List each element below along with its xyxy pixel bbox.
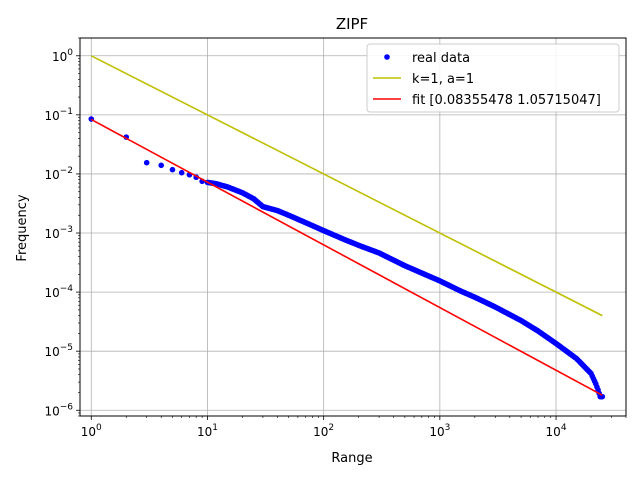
y-tick-label-exponent: −1 [60, 107, 73, 117]
x-tick-label-mantissa: 10 [313, 425, 328, 439]
y-tick-label: 10−1 [44, 107, 73, 123]
data-point [591, 378, 598, 385]
x-tick-label-mantissa: 10 [197, 425, 212, 439]
legend-swatch-marker [384, 54, 390, 60]
series-layer [88, 55, 606, 400]
series-points-0 [88, 116, 606, 400]
y-tick-label-mantissa: 10 [44, 286, 59, 300]
grid [80, 38, 626, 416]
y-tick-label: 100 [52, 48, 73, 64]
y-tick-label-exponent: −6 [60, 402, 74, 412]
x-tick-label-exponent: 2 [328, 423, 334, 433]
x-tick-label-mantissa: 10 [81, 425, 96, 439]
y-tick-label-mantissa: 10 [44, 109, 59, 123]
legend: real data k=1, a=1 fit [0.08355478 1.05715… [366, 43, 620, 113]
y-tick-label: 10−5 [44, 343, 73, 359]
x-tick-label-exponent: 1 [212, 423, 218, 433]
y-tick-label-mantissa: 10 [44, 168, 59, 182]
x-tick-label: 104 [546, 423, 567, 439]
y-tick-label-exponent: −4 [60, 284, 74, 294]
axes-frame [79, 37, 627, 417]
data-point [143, 159, 150, 166]
x-tick-label: 100 [81, 423, 102, 439]
x-tick-label-exponent: 0 [96, 423, 102, 433]
x-tick-label: 101 [197, 423, 218, 439]
legend-label: real data [412, 51, 470, 66]
data-point [158, 162, 165, 169]
x-axis-label: Range [331, 451, 372, 466]
y-tick-label-exponent: −5 [60, 343, 73, 353]
y-tick-label-mantissa: 10 [44, 227, 59, 241]
y-tick-label-exponent: 0 [67, 48, 73, 58]
x-tick-label-mantissa: 10 [546, 425, 561, 439]
y-tick-label-exponent: −2 [60, 166, 73, 176]
data-point [178, 169, 185, 176]
y-tick-label: 10−2 [44, 166, 73, 182]
legend-label: fit [0.08355478 1.05715047] [412, 93, 601, 108]
y-tick-label-mantissa: 10 [44, 404, 59, 418]
x-tick-label-exponent: 4 [561, 423, 567, 433]
y-tick-label-exponent: −3 [60, 225, 73, 235]
series-line-2 [90, 118, 603, 396]
y-tick-label: 10−3 [44, 225, 73, 241]
data-point [169, 166, 176, 173]
ticks: 100 101 102 103 10410010−110−210−310−410−510… [44, 37, 627, 439]
series-line-1 [90, 55, 603, 317]
data-point [594, 384, 600, 390]
chart-title: ZIPF [336, 15, 368, 33]
y-tick-label-mantissa: 10 [44, 345, 59, 359]
legend-label: k=1, a=1 [412, 72, 474, 87]
y-tick-label: 10−6 [44, 402, 73, 418]
y-tick-label: 10−4 [44, 284, 73, 300]
x-tick-label-mantissa: 10 [429, 425, 444, 439]
legend-box [366, 43, 620, 113]
x-tick-label: 103 [429, 423, 450, 439]
y-tick-label-mantissa: 10 [52, 50, 67, 64]
x-tick-label: 102 [313, 423, 334, 439]
y-axis-label: Frequency [15, 194, 30, 261]
data-point [598, 393, 605, 400]
x-tick-label-exponent: 3 [445, 423, 451, 433]
